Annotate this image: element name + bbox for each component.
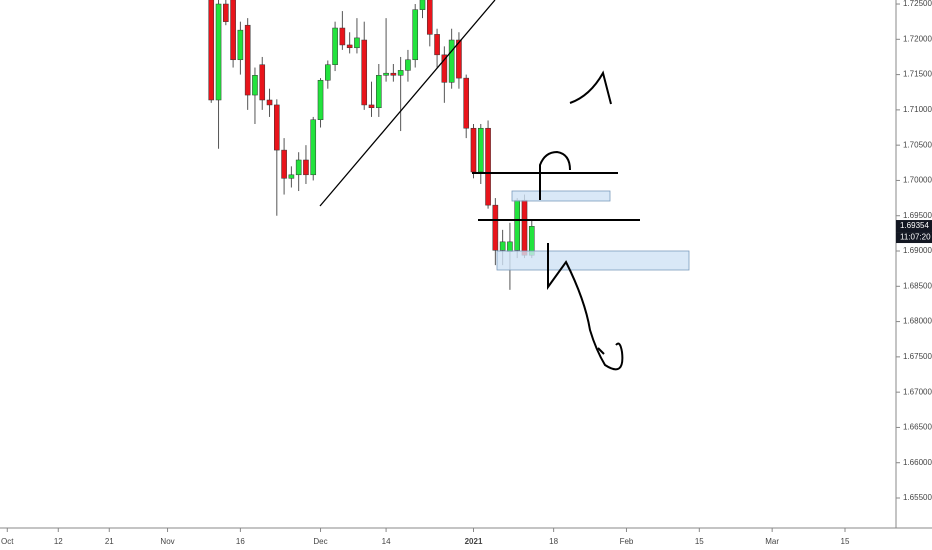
freehand-arrow xyxy=(569,70,612,105)
candle-body xyxy=(434,34,440,56)
freehand-arc xyxy=(539,150,571,200)
candle-body xyxy=(339,27,346,46)
x-tick-label: 16 xyxy=(236,537,245,546)
last-price-box xyxy=(896,220,932,233)
candle-body xyxy=(477,127,484,173)
y-tick-label: 1.69000 xyxy=(903,246,932,255)
candle-body xyxy=(507,241,513,252)
zone-box xyxy=(511,190,611,202)
candle-body xyxy=(288,174,295,179)
candle-body xyxy=(266,99,273,106)
y-tick-label: 1.68000 xyxy=(903,317,932,326)
candle-body xyxy=(441,54,448,83)
candle-body xyxy=(448,39,455,83)
candle-body xyxy=(274,104,280,151)
candle-body xyxy=(208,0,215,101)
freehand-stroke xyxy=(597,347,605,355)
candle-body xyxy=(375,75,382,109)
x-tick-label: 2021 xyxy=(465,537,483,546)
y-tick-label: 1.67500 xyxy=(903,352,932,361)
x-tick-label: Dec xyxy=(313,537,327,546)
x-tick-label: 21 xyxy=(105,537,114,546)
candle-body xyxy=(310,119,317,176)
candle-body xyxy=(237,29,244,61)
y-tick-label: 1.70500 xyxy=(903,140,932,149)
freehand-arrow xyxy=(547,243,624,371)
candle-body xyxy=(383,72,389,76)
last-price-label: 1.69354 xyxy=(900,221,929,230)
candle-body xyxy=(215,3,222,101)
y-tick-label: 1.71000 xyxy=(903,105,932,114)
candle-body xyxy=(521,199,528,256)
candle-body xyxy=(426,0,433,35)
candle-body xyxy=(499,241,506,251)
candle-body xyxy=(397,70,404,76)
candles xyxy=(208,0,535,290)
candle-body xyxy=(485,127,491,206)
y-tick-label: 1.66000 xyxy=(903,458,932,467)
trend-line xyxy=(319,0,496,207)
y-tick-label: 1.71500 xyxy=(903,70,932,79)
candle-body xyxy=(223,3,229,22)
countdown-label: 11:07:20 xyxy=(900,233,931,242)
candle-body xyxy=(244,24,251,96)
x-tick-label: Oct xyxy=(1,537,14,546)
candle-body xyxy=(405,59,411,71)
candle-body xyxy=(317,79,324,121)
y-tick-label: 1.65500 xyxy=(903,493,932,502)
x-tick-label: 14 xyxy=(382,537,391,546)
candle-body xyxy=(354,37,360,49)
candle-body xyxy=(456,39,462,79)
x-tick-label: 18 xyxy=(549,537,558,546)
x-tick-label: 15 xyxy=(695,537,704,546)
candle-body xyxy=(470,127,477,173)
candle-body xyxy=(514,199,521,251)
candle-body xyxy=(252,75,258,96)
y-tick-label: 1.68500 xyxy=(903,281,932,290)
candle-body xyxy=(361,39,368,106)
candle-body xyxy=(346,44,353,49)
x-tick-label: 12 xyxy=(54,537,63,546)
candle-body xyxy=(332,27,338,65)
x-tick-label: 15 xyxy=(841,537,850,546)
y-tick-label: 1.66500 xyxy=(903,423,932,432)
y-tick-label: 1.69500 xyxy=(903,211,932,220)
candle-body xyxy=(368,104,375,109)
candle-body xyxy=(390,72,397,76)
y-tick-label: 1.72000 xyxy=(903,34,932,43)
zone-box xyxy=(496,250,690,271)
candle-body xyxy=(463,77,470,129)
y-tick-label: 1.67000 xyxy=(903,387,932,396)
drawings xyxy=(319,0,690,371)
x-tick-label: Mar xyxy=(765,537,779,546)
x-tick-label: Nov xyxy=(160,537,174,546)
candle-body xyxy=(259,64,266,101)
candle-body xyxy=(412,9,419,61)
x-tick-label: Feb xyxy=(620,537,634,546)
candle-body xyxy=(295,159,302,176)
candle-body xyxy=(325,64,331,81)
candle-body xyxy=(230,0,236,61)
candle-body xyxy=(303,159,309,176)
y-tick-label: 1.70000 xyxy=(903,176,932,185)
countdown-box xyxy=(896,232,932,244)
candle-body xyxy=(492,204,499,251)
candle-body xyxy=(419,0,426,10)
y-tick-label: 1.72500 xyxy=(903,0,932,8)
candle-body xyxy=(281,149,287,179)
